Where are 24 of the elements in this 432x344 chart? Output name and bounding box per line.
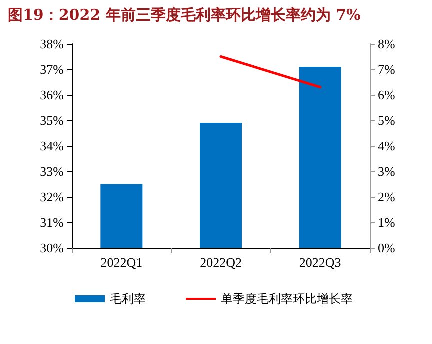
y2-tick-label: 2% [378, 190, 396, 204]
x-tick-label: 2022Q1 [100, 255, 143, 270]
y-tick-label: 38% [40, 36, 64, 52]
x-tick-label: 2022Q3 [299, 255, 342, 270]
y-tick-label: 36% [40, 88, 64, 102]
legend-label: 毛利率 [110, 292, 146, 306]
y2-tick-label: 1% [378, 215, 396, 230]
y-tick-label: 34% [40, 138, 64, 154]
y2-tick-label: 6% [378, 88, 396, 102]
y-tick-label: 37% [40, 62, 64, 77]
y-tick-label: 35% [40, 113, 64, 128]
x-tick-label: 2022Q2 [200, 255, 242, 270]
y2-tick-label: 3% [378, 164, 396, 179]
y2-tick-label: 0% [378, 240, 396, 256]
legend-label: 单季度毛利率环比增长率 [221, 292, 353, 306]
y2-tick-label: 7% [378, 62, 396, 77]
y-tick-label: 32% [40, 190, 64, 204]
chart-title: 图19：2022 年前三季度毛利率环比增长率约为 7% [8, 6, 361, 25]
y-tick-label: 30% [40, 240, 64, 256]
y2-tick-label: 8% [378, 36, 396, 52]
y2-tick-label: 4% [378, 138, 396, 154]
y-tick-label: 31% [40, 215, 64, 230]
y-tick-label: 33% [40, 164, 64, 179]
y2-tick-label: 5% [378, 113, 396, 128]
